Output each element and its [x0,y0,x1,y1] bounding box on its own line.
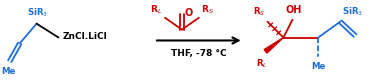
Text: R$_L$: R$_L$ [150,3,162,16]
Text: Me: Me [311,62,325,71]
Polygon shape [264,38,284,53]
Text: Me: Me [2,67,16,76]
Text: R$_S$: R$_S$ [253,5,265,18]
Text: ZnCl.LiCl: ZnCl.LiCl [62,32,107,41]
Text: R$_L$: R$_L$ [256,57,267,70]
Text: SiR$_3$: SiR$_3$ [27,6,48,19]
Text: OH: OH [285,5,302,15]
Text: THF, -78 °C: THF, -78 °C [171,49,227,58]
Text: SiR$_3$: SiR$_3$ [342,5,363,18]
Text: O: O [185,8,193,18]
Text: R$_S$: R$_S$ [201,3,214,16]
